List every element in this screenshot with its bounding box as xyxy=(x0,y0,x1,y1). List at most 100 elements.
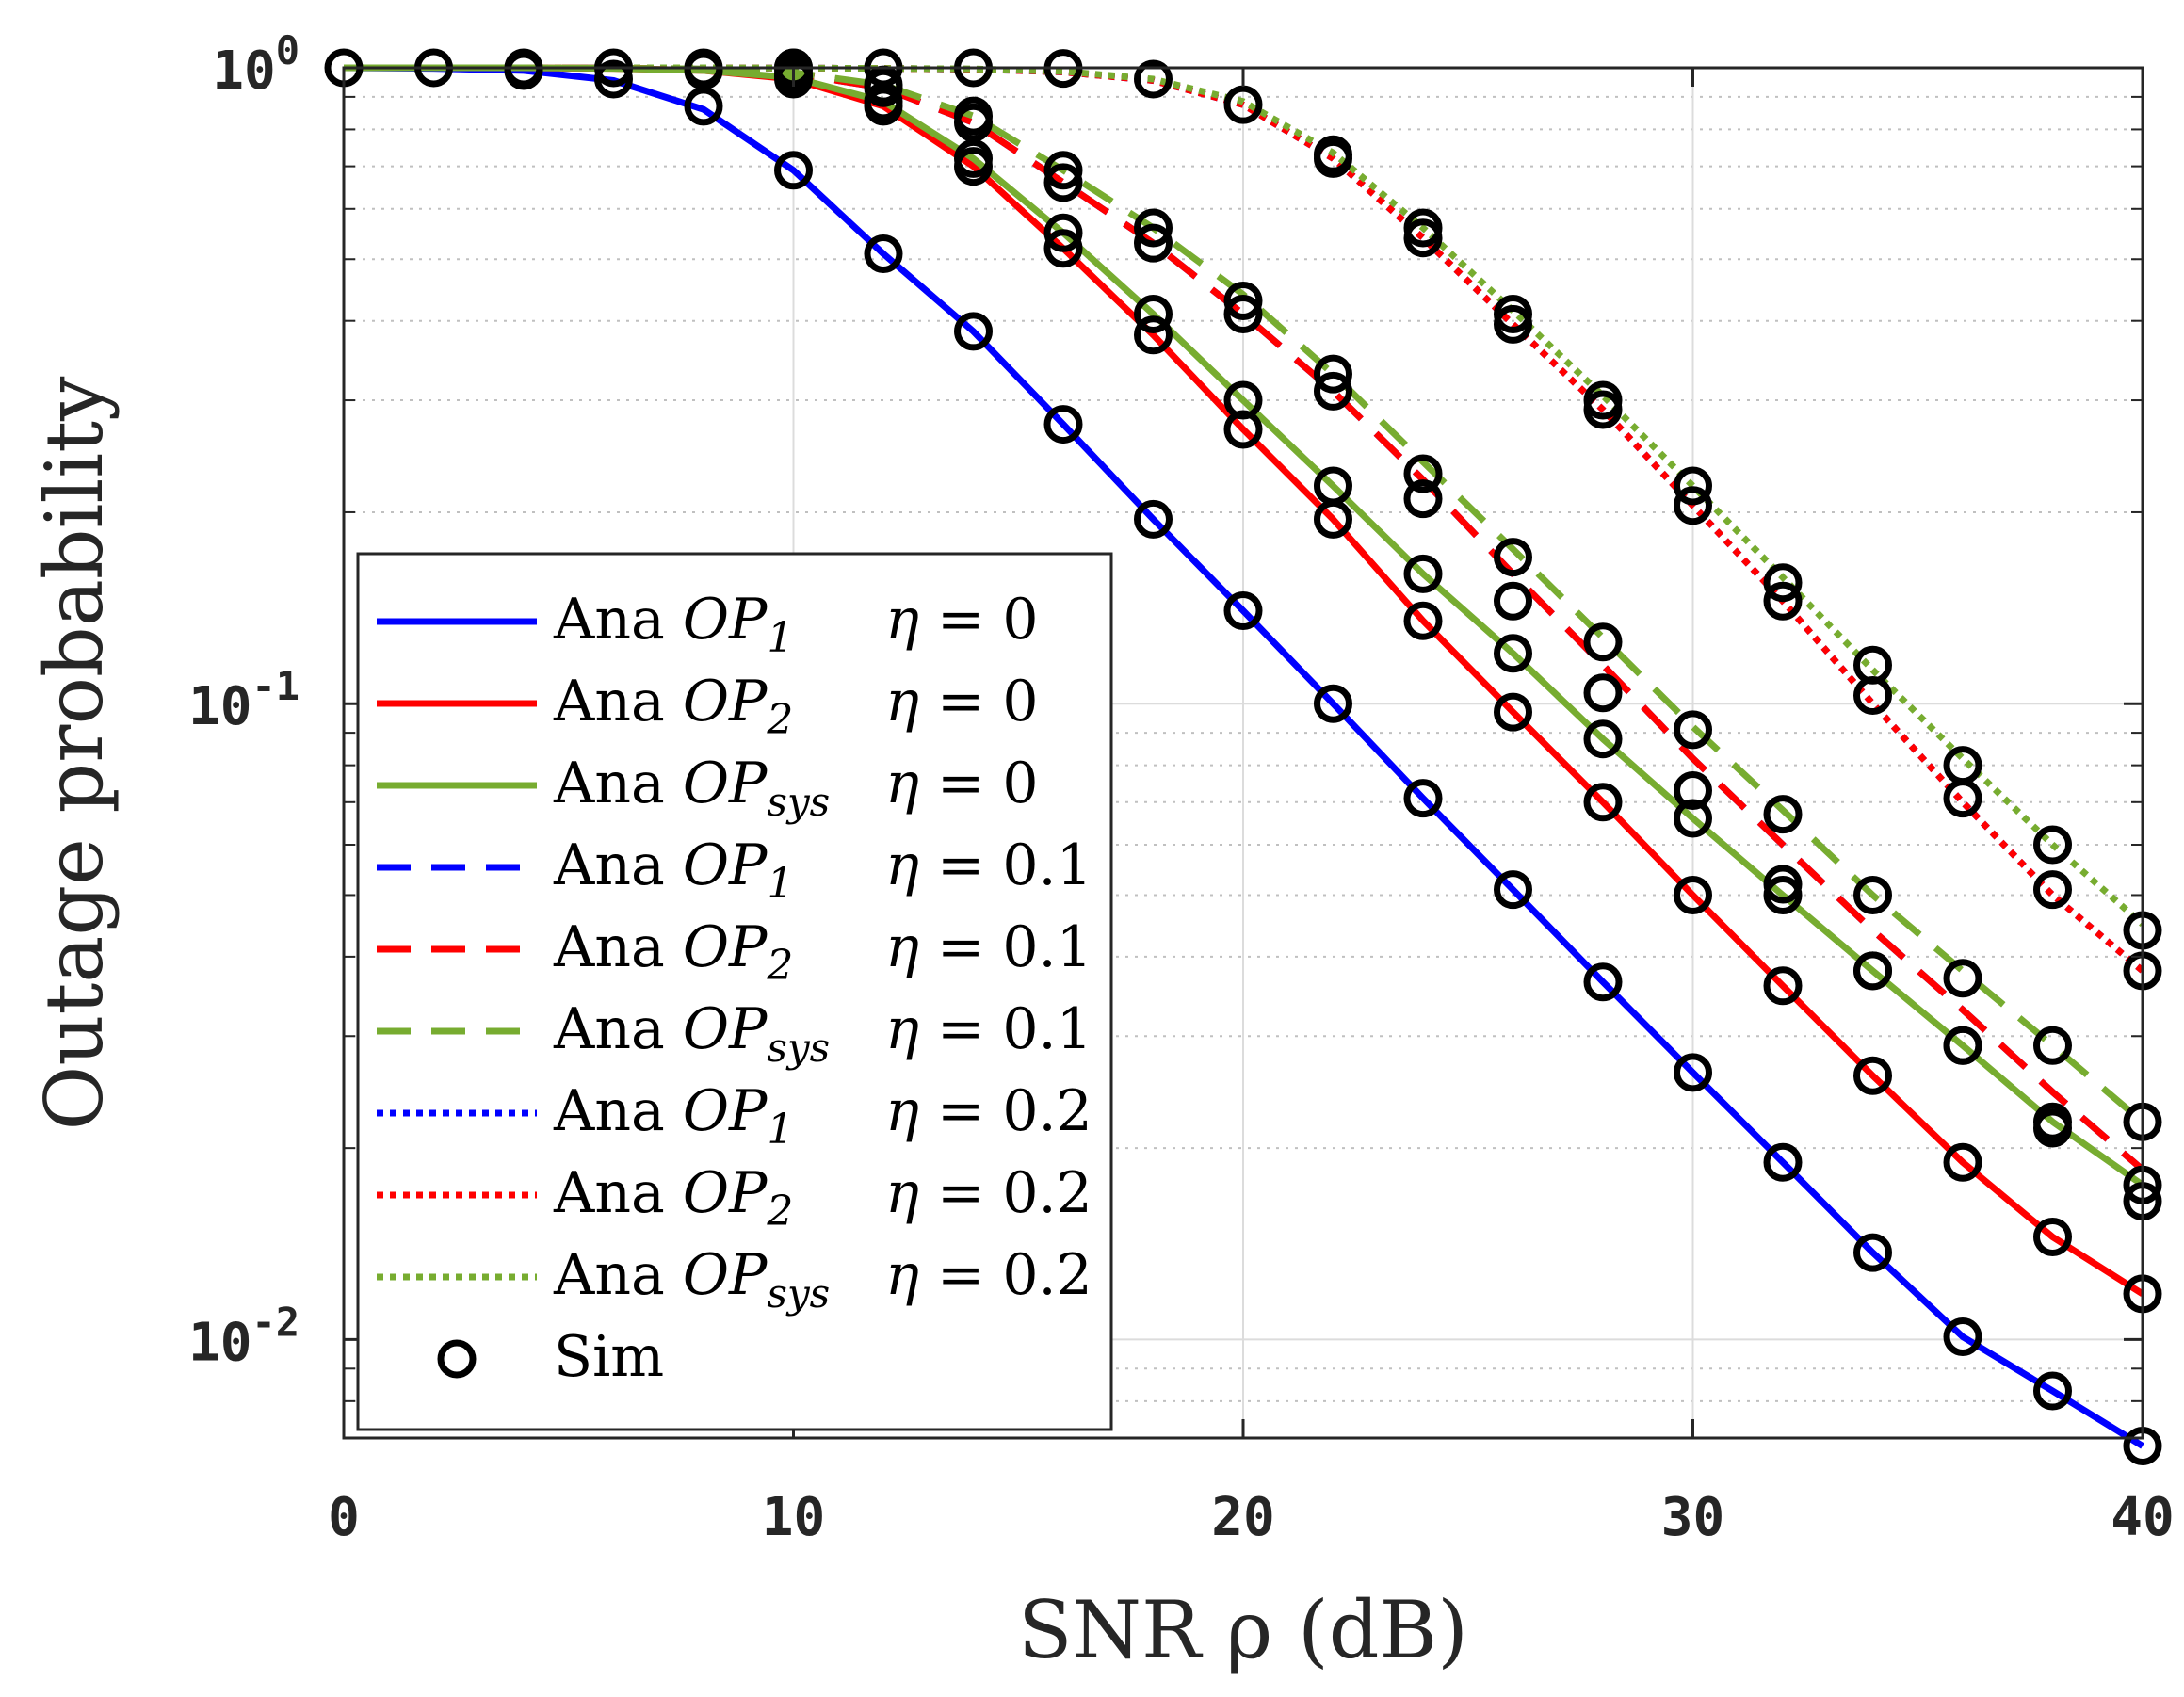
sim-marker xyxy=(1763,795,1803,834)
sim-marker xyxy=(1223,591,1263,631)
sim-marker xyxy=(1494,692,1532,732)
sim-marker xyxy=(1583,622,1623,662)
legend-entry: Ana OP2 xyxy=(553,1160,793,1236)
sim-marker xyxy=(1494,538,1532,577)
sim-marker xyxy=(1314,466,1352,506)
legend-eta: η = 0.1 xyxy=(885,832,1092,898)
sim-marker xyxy=(1943,1317,1982,1356)
sim-marker xyxy=(1494,294,1532,333)
sim-marker xyxy=(1314,371,1352,411)
sim-marker xyxy=(1674,875,1712,914)
x-tick-label: 40 xyxy=(2111,1487,2174,1548)
sim-marker xyxy=(954,138,993,178)
sim-marker xyxy=(1583,380,1623,420)
sim-marker xyxy=(1223,85,1263,124)
sim-marker xyxy=(1674,710,1712,750)
sim-marker xyxy=(1043,229,1083,268)
sim-marker xyxy=(1494,870,1532,910)
sim-marker xyxy=(2033,1217,2072,1256)
sim-marker xyxy=(954,96,993,136)
sim-marker xyxy=(1583,673,1623,713)
y-tick-label: 10-2 xyxy=(188,1299,299,1373)
sim-marker xyxy=(1763,875,1803,914)
sim-marker xyxy=(1583,719,1623,759)
legend-entry: Ana OPsys xyxy=(553,751,830,825)
sim-marker xyxy=(1134,208,1173,248)
sim-marker xyxy=(1943,1026,1982,1065)
sim-marker xyxy=(1763,581,1803,621)
y-tick-label: 100 xyxy=(212,27,299,102)
sim-marker xyxy=(1853,1233,1892,1272)
sim-marker xyxy=(1223,294,1263,333)
x-tick-label: 30 xyxy=(1661,1487,1724,1548)
sim-marker xyxy=(864,234,903,273)
sim-marker xyxy=(1043,405,1083,444)
sim-marker xyxy=(1853,951,1892,991)
y-axis-title: Outage probability xyxy=(28,376,121,1130)
legend-entry: Ana OPsys xyxy=(553,996,830,1071)
legend-sim-marker xyxy=(437,1339,477,1379)
legend-entry: Ana OP2 xyxy=(553,914,793,990)
sim-marker xyxy=(1134,499,1173,539)
sim-marker xyxy=(1403,779,1443,818)
sim-marker xyxy=(1043,163,1083,202)
sim-marker xyxy=(594,59,633,99)
sim-marker xyxy=(1674,466,1712,506)
sim-marker xyxy=(774,151,813,190)
sim-marker xyxy=(1853,1056,1892,1095)
axis-ticks xyxy=(342,66,2144,1438)
legend-eta: η = 0 xyxy=(885,669,1039,735)
sim-marker xyxy=(1134,223,1173,263)
sim-marker xyxy=(1134,59,1173,99)
legend-eta: η = 0.2 xyxy=(885,1078,1092,1144)
legend-box xyxy=(356,552,1113,1431)
legend-eta: η = 0.1 xyxy=(885,996,1092,1062)
grid-minor xyxy=(344,95,2143,1402)
legend-entry: Ana OP1 xyxy=(553,832,793,908)
sim-marker xyxy=(1403,454,1443,493)
sim-marker xyxy=(1853,875,1892,914)
sim-marker xyxy=(1314,684,1352,723)
sim-marker xyxy=(1943,959,1982,998)
sim-marker xyxy=(1134,315,1173,355)
legend-entry: Ana OP2 xyxy=(553,669,793,744)
sim-marker xyxy=(1043,151,1083,190)
sim-marker xyxy=(1223,380,1263,420)
sim-marker xyxy=(1314,135,1352,174)
sim-marker xyxy=(1763,966,1803,1006)
sim-marker xyxy=(1403,554,1443,593)
x-tick-labels: 0 10 20 30 40 xyxy=(328,1487,2175,1548)
legend-sim-label: Sim xyxy=(554,1324,664,1390)
sim-marker xyxy=(1674,1053,1712,1092)
sim-marker xyxy=(1403,601,1443,640)
x-axis-title: SNR ρ (dB) xyxy=(1018,1584,1468,1676)
sim-marker xyxy=(1674,486,1712,525)
y-tick-labels: 100 10-1 10-2 xyxy=(188,27,299,1373)
sim-marker xyxy=(684,87,723,126)
legend-eta: η = 0 xyxy=(885,751,1039,816)
legend-eta: η = 0.2 xyxy=(885,1242,1092,1308)
sim-marker xyxy=(2033,870,2072,910)
sim-marker xyxy=(1763,563,1803,603)
sim-marker xyxy=(1494,581,1532,621)
legend-entry: Ana OPsys xyxy=(553,1242,830,1317)
sim-marker xyxy=(1763,1142,1803,1182)
sim-marker xyxy=(2033,1108,2072,1148)
legend-eta: η = 0.1 xyxy=(885,914,1092,980)
sim-marker xyxy=(1674,770,1712,810)
sim-marker xyxy=(1853,645,1892,685)
x-tick-label: 20 xyxy=(1211,1487,1274,1548)
sim-marker xyxy=(1583,783,1623,822)
series-line xyxy=(344,64,2145,974)
sim-marker xyxy=(1403,208,1443,248)
x-tick-label: 10 xyxy=(762,1487,825,1548)
sim-marker xyxy=(1763,865,1803,904)
sim-marker xyxy=(2033,825,2072,865)
sim-marker xyxy=(1674,799,1712,838)
y-tick-label: 10-1 xyxy=(188,663,299,737)
sim-marker xyxy=(954,312,993,351)
sim-marker xyxy=(1403,479,1443,519)
sim-marker xyxy=(2033,1371,2072,1411)
series-line xyxy=(344,64,2145,928)
sim-marker xyxy=(1314,354,1352,394)
